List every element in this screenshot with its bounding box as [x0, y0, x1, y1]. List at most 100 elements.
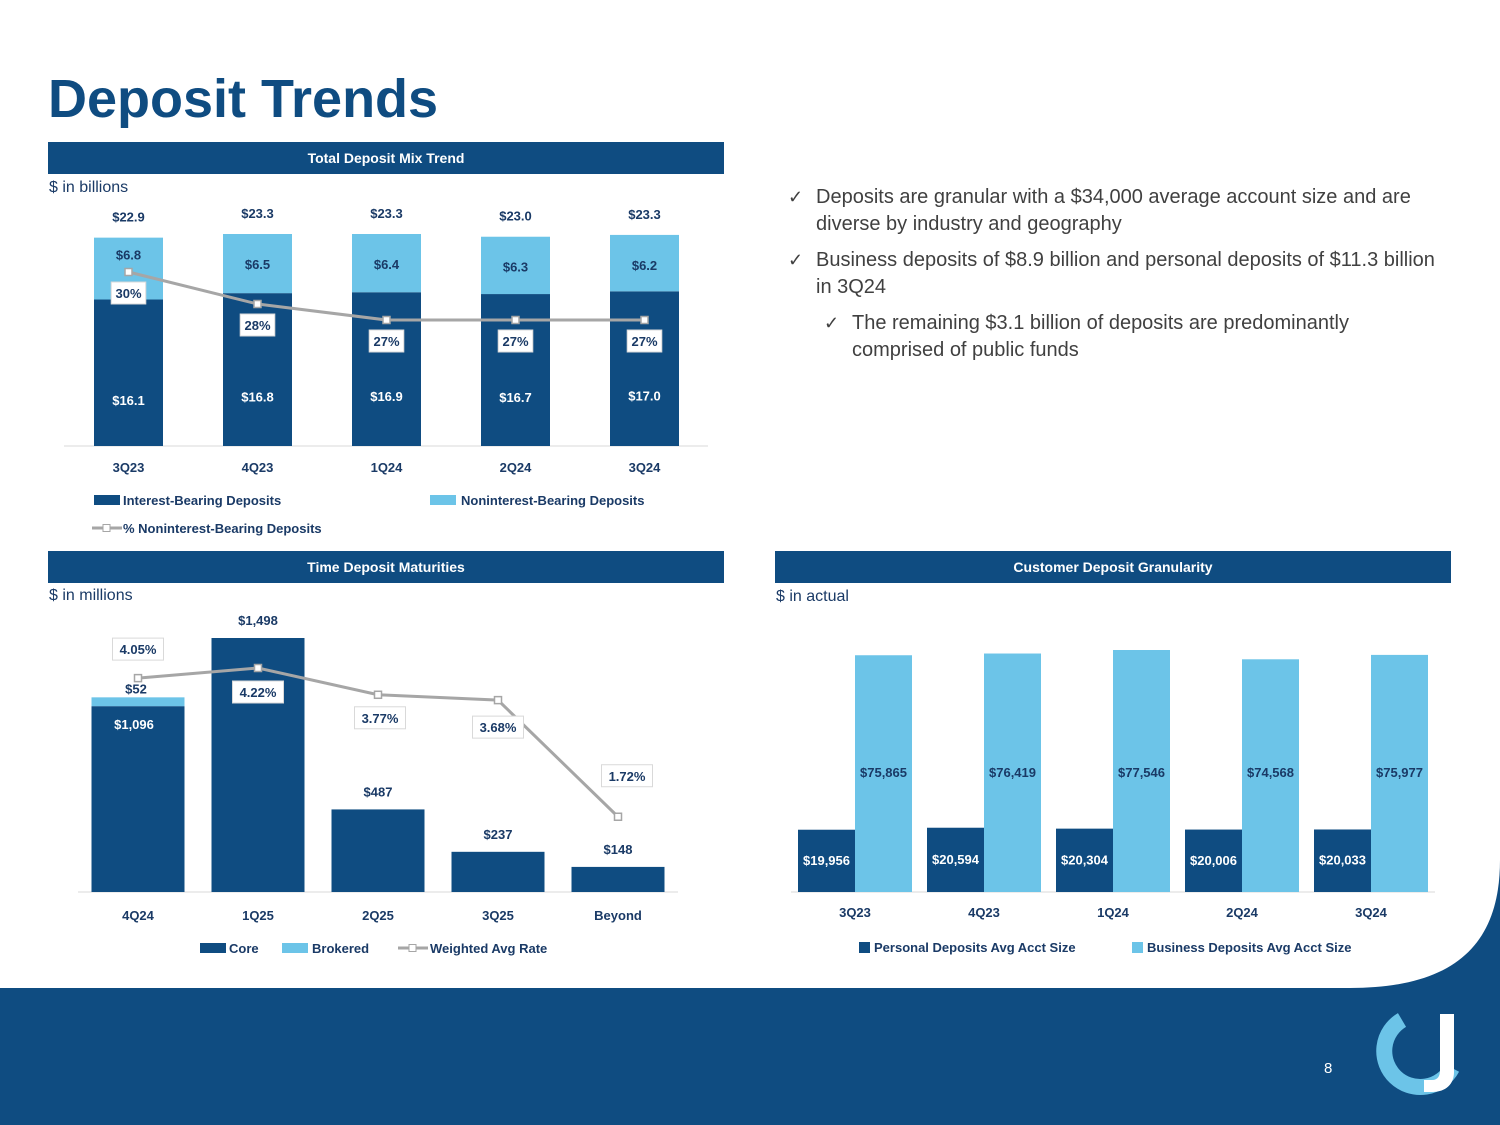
business-avg-bar	[1371, 654, 1428, 892]
weighted-avg-rate-label: 1.72%	[609, 769, 646, 784]
x-tick-label: 4Q23	[968, 905, 1000, 920]
interest-bearing-bar	[94, 299, 163, 446]
legend-label-business: Business Deposits Avg Acct Size	[1147, 940, 1351, 955]
x-tick-label: 4Q24	[122, 908, 155, 923]
noninterest-bearing-bar	[481, 236, 550, 295]
weighted-avg-rate-label: 3.68%	[480, 720, 517, 735]
personal-avg-label: $19,956	[803, 853, 850, 868]
weighted-avg-rate-label-box	[601, 764, 653, 788]
weighted-avg-rate-label-box	[472, 715, 524, 739]
pct-noninterest-label-box	[239, 313, 276, 337]
pct-noninterest-label-box	[626, 329, 663, 353]
pct-noninterest-point	[382, 315, 391, 325]
weighted-avg-rate-point	[253, 663, 263, 673]
pct-noninterest-label-box	[110, 281, 147, 305]
pct-noninterest-label: 30%	[115, 286, 141, 301]
legend-swatch-brokered	[282, 943, 308, 953]
bullet-text: Deposits are granular with a $34,000 ave…	[816, 186, 1411, 235]
interest-bearing-label: $16.7	[499, 390, 532, 405]
legend-swatch-business	[1132, 942, 1143, 953]
tdm-chart-header: Time Deposit Maturities	[48, 551, 724, 583]
interest-bearing-bar	[352, 292, 421, 446]
noninterest-bearing-label: $6.3	[503, 260, 528, 275]
weighted-avg-rate-point	[493, 695, 503, 705]
tdm-chart: $52 $1,096 4Q24 $1,498 1Q25 $487 2Q25 $237 3Q25 $…	[78, 613, 678, 956]
personal-avg-label: $20,006	[1190, 853, 1237, 868]
interest-bearing-label: $17.0	[628, 389, 661, 404]
legend-label-personal: Personal Deposits Avg Acct Size	[874, 940, 1076, 955]
core-label: $1,096	[114, 717, 154, 732]
personal-avg-bar	[1314, 829, 1371, 892]
noninterest-bearing-label: $6.4	[374, 257, 400, 272]
pct-noninterest-point	[253, 299, 262, 309]
x-tick-label: 3Q24	[1355, 905, 1388, 920]
business-avg-label: $76,419	[989, 765, 1036, 780]
pct-noninterest-label: 27%	[373, 334, 399, 349]
legend-swatch-core	[200, 943, 226, 953]
weighted-avg-rate-point	[133, 673, 143, 683]
weighted-avg-rate-point	[613, 812, 623, 821]
x-tick-label: 3Q24	[629, 460, 662, 475]
weighted-avg-rate-label-box	[354, 706, 406, 730]
core-label: $148	[604, 842, 633, 857]
x-tick-label: 1Q24	[1097, 905, 1130, 920]
page-title: Deposit Trends	[48, 69, 439, 129]
core-bar	[571, 866, 665, 892]
personal-avg-label: $20,033	[1319, 853, 1366, 868]
total-label: $23.0	[499, 209, 532, 224]
x-tick-label: 1Q25	[242, 908, 274, 923]
x-tick-label: 3Q25	[482, 908, 514, 923]
pct-noninterest-label: 27%	[502, 334, 528, 349]
legend-label-pct: % Noninterest-Bearing Deposits	[123, 521, 322, 536]
total-label: $23.3	[370, 206, 403, 221]
core-label: $237	[484, 827, 513, 842]
business-avg-label: $77,546	[1118, 765, 1165, 780]
brokered-bar	[91, 697, 185, 707]
footer-band	[0, 988, 1500, 1125]
legend-marker-pct	[102, 524, 111, 532]
business-avg-label: $75,865	[860, 765, 907, 780]
personal-avg-bar	[927, 827, 984, 892]
x-tick-label: 3Q23	[839, 905, 871, 920]
bullet-item: ✓ Business deposits of $8.9 billion and …	[788, 247, 1438, 301]
pct-noninterest-point	[511, 315, 520, 325]
interest-bearing-label: $16.1	[112, 393, 145, 408]
legend-label-brokered: Brokered	[312, 941, 369, 956]
weighted-avg-rate-point	[373, 690, 383, 700]
pct-noninterest-label: 27%	[631, 334, 657, 349]
personal-avg-label: $20,594	[932, 852, 980, 867]
noninterest-bearing-bar	[223, 234, 292, 294]
core-bar	[331, 809, 425, 892]
bullet-item: ✓ Deposits are granular with a $34,000 a…	[788, 184, 1438, 238]
checkmark-icon: ✓	[788, 187, 804, 207]
interest-bearing-bar	[610, 291, 679, 446]
weighted-avg-rate-label: 4.05%	[120, 642, 157, 657]
legend-marker-rate	[408, 944, 417, 952]
gran-chart: $19,956 $75,865 3Q23 $20,594 $76,419 4Q23 $20,…	[791, 650, 1435, 955]
core-bar	[451, 851, 545, 892]
x-tick-label: 2Q24	[1226, 905, 1259, 920]
business-avg-label: $74,568	[1247, 765, 1294, 780]
core-bar	[211, 638, 305, 892]
pct-noninterest-label-box	[368, 329, 405, 353]
weighted-avg-rate-label-box	[232, 680, 284, 704]
legend-swatch-personal	[859, 942, 870, 953]
checkmark-icon: ✓	[824, 313, 840, 333]
personal-avg-bar	[1056, 828, 1113, 892]
weighted-avg-rate-label-box	[112, 637, 164, 661]
noninterest-bearing-label: $6.8	[116, 248, 141, 263]
business-avg-bar	[984, 653, 1041, 892]
personal-avg-bar	[1185, 829, 1242, 892]
legend-label-interest: Interest-Bearing Deposits	[123, 493, 281, 508]
tdm-chart-unit: $ in millions	[49, 587, 133, 604]
noninterest-bearing-label: $6.5	[245, 257, 270, 272]
checkmark-icon: ✓	[788, 250, 804, 270]
business-avg-bar	[1242, 659, 1299, 892]
gran-chart-unit: $ in actual	[776, 588, 849, 605]
interest-bearing-label: $16.8	[241, 390, 274, 405]
legend-label-core: Core	[229, 941, 259, 956]
x-tick-label: 2Q24	[500, 460, 533, 475]
legend-swatch-interest	[94, 495, 120, 505]
x-tick-label: 4Q23	[242, 460, 274, 475]
company-logo-icon	[1376, 1013, 1460, 1096]
